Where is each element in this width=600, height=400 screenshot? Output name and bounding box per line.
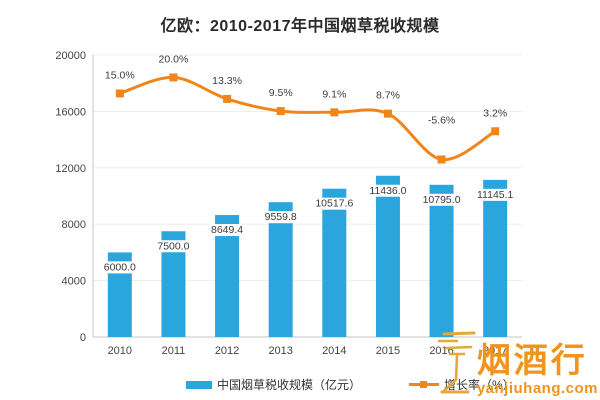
line-value-label: 8.7% <box>376 90 400 102</box>
legend: 中国烟草税收规模（亿元） 增长率（%） <box>186 376 515 393</box>
x-tick-label: 2012 <box>215 345 239 357</box>
legend-item-line-series: 增长率（%） <box>409 376 515 393</box>
line-marker <box>330 108 339 117</box>
line-marker <box>491 127 500 136</box>
bar-value-label-bg <box>263 211 298 224</box>
line-series-marker <box>420 381 428 388</box>
y-tick-label: 12000 <box>55 163 86 175</box>
x-tick-label: 2017 <box>483 345 507 357</box>
y-tick-label: 20000 <box>55 50 86 62</box>
watermark-text-block: 烟酒行 yanjiuhang.com <box>477 344 598 396</box>
y-tick-label: 16000 <box>55 106 86 118</box>
y-tick-label: 4000 <box>62 276 86 288</box>
bar-value-label-bg <box>314 197 355 210</box>
bar-value-label: 8649.4 <box>211 224 243 236</box>
line-value-label: 9.1% <box>322 88 346 100</box>
bar-series-swatch <box>186 380 212 389</box>
y-tick-label: 0 <box>80 332 86 344</box>
x-tick-label: 2014 <box>322 345 346 357</box>
line-marker <box>276 107 285 116</box>
bar-value-label-bg <box>102 261 138 274</box>
watermark-site: yanjiuhang.com <box>476 380 598 397</box>
bar-value-label-bg <box>210 224 245 237</box>
y-tick-label: 8000 <box>62 219 86 231</box>
bar-value-label-bg <box>421 193 462 206</box>
line-marker <box>437 155 446 164</box>
bar-value-label: 10795.0 <box>423 194 461 206</box>
bar <box>483 179 508 337</box>
bar-value-label-bg <box>475 188 515 201</box>
chart-title: 亿欧：2010-2017年中国烟草税收规模 <box>160 18 440 35</box>
bar-value-label: 6000.0 <box>104 261 136 273</box>
legend-label-line-series: 增长率（%） <box>444 378 515 392</box>
line-value-label: 9.5% <box>269 87 293 99</box>
x-tick-label: 2011 <box>162 345 186 357</box>
line-value-label: -5.6% <box>428 114 455 126</box>
x-tick-label: 2010 <box>108 345 132 357</box>
line-value-label: 15.0% <box>105 69 135 81</box>
wine-glass-icon <box>437 331 476 394</box>
bar-value-label: 7500.0 <box>157 240 189 252</box>
line-value-label: 20.0% <box>159 53 189 65</box>
legend-item-bar-series: 中国烟草税收规模（亿元） <box>186 376 361 393</box>
line-value-label: 3.2% <box>483 107 507 119</box>
line-value-label: 13.3% <box>212 75 242 87</box>
line-series-swatch <box>409 381 440 388</box>
watermark-brand: 烟酒行 <box>476 342 588 380</box>
watermark: 烟酒行 yanjiuhang.com <box>437 330 598 396</box>
line-marker <box>115 89 124 98</box>
bar <box>322 188 347 337</box>
bar-value-label: 11436.0 <box>369 185 406 197</box>
x-tick-label: 2015 <box>376 345 400 357</box>
line-marker <box>169 73 178 82</box>
bar-value-label: 11145.1 <box>477 189 514 201</box>
legend-label-bar-series: 中国烟草税收规模（亿元） <box>217 378 362 392</box>
bar-value-label-bg <box>368 184 408 197</box>
x-tick-label: 2013 <box>268 345 292 357</box>
bar <box>429 184 454 337</box>
bar-value-label-bg <box>156 240 191 253</box>
line-marker <box>223 94 232 103</box>
bar <box>375 175 400 337</box>
bar <box>268 202 293 337</box>
bar-value-label: 10517.6 <box>315 198 353 210</box>
bar-value-label: 9559.8 <box>265 211 297 223</box>
line-marker <box>383 109 392 118</box>
